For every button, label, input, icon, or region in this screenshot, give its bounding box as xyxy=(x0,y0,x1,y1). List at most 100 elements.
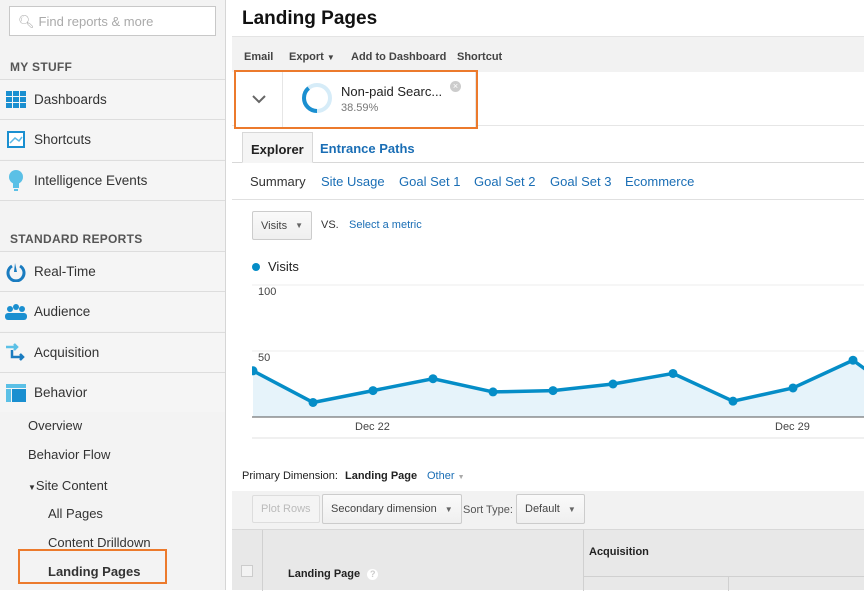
page-title: Landing Pages xyxy=(242,8,378,29)
lightbulb-icon xyxy=(5,169,27,192)
highlight-box xyxy=(18,549,167,584)
shortcut-icon xyxy=(5,129,27,151)
caret-down-icon: ▼ xyxy=(326,53,335,62)
shortcut-button[interactable]: Shortcut xyxy=(457,51,503,63)
search-input[interactable]: 🔍︎ Find reports & more xyxy=(9,6,216,36)
sidebar-item-landing-pages[interactable]: Landing Pages xyxy=(48,564,141,579)
sidebar-item-site-content[interactable]: ▼Site Content xyxy=(28,478,107,493)
sidebar-item-label: Behavior xyxy=(34,385,88,400)
sidebar-item-audience[interactable]: Audience xyxy=(0,291,225,331)
other-dimension-dropdown[interactable]: Other ▼ xyxy=(427,470,465,482)
sidebar-item-real-time[interactable]: Real-Time xyxy=(0,251,225,291)
data-point xyxy=(368,386,378,396)
select-all-checkbox[interactable] xyxy=(241,565,253,577)
acquisition-icon xyxy=(5,342,27,364)
data-point xyxy=(488,387,498,397)
sidebar-item-label: Dashboards xyxy=(34,92,107,107)
divider xyxy=(475,72,476,127)
tab-entrance-paths[interactable]: Entrance Paths xyxy=(320,141,415,156)
other-label: Other xyxy=(427,470,455,482)
subtab-ecommerce[interactable]: Ecommerce xyxy=(625,174,695,189)
export-button[interactable]: Export ▼ xyxy=(289,51,335,63)
subtab-summary[interactable]: Summary xyxy=(250,174,306,189)
subtab-site-usage[interactable]: Site Usage xyxy=(321,174,385,189)
sidebar-item-acquisition[interactable]: Acquisition xyxy=(0,332,225,372)
data-point xyxy=(728,396,738,406)
divider xyxy=(0,200,225,202)
report-tabs: Explorer Entrance Paths xyxy=(232,132,864,163)
segment-expand-chevron-icon[interactable] xyxy=(236,72,283,127)
legend-dot-icon xyxy=(252,263,260,271)
add-to-dashboard-button[interactable]: Add to Dashboard xyxy=(351,51,447,63)
remove-segment-icon[interactable]: × xyxy=(450,81,461,92)
visits-chart xyxy=(252,284,864,439)
data-point xyxy=(308,397,318,407)
search-icon: 🔍︎ xyxy=(18,14,35,29)
x-tick-label: Dec 22 xyxy=(355,421,390,433)
vs-label: VS. xyxy=(321,219,339,231)
segment-panel: Non-paid Searc... 38.59% × xyxy=(234,70,478,129)
table-area: Plot Rows Secondary dimension ▼ Sort Type… xyxy=(232,491,864,591)
sidebar-item-dashboards[interactable]: Dashboards xyxy=(0,79,225,119)
segment-name[interactable]: Non-paid Searc... xyxy=(341,84,443,99)
dashboard-grid-icon xyxy=(5,89,27,111)
sort-type-value: Default xyxy=(525,503,560,515)
sidebar-item-overview[interactable]: Overview xyxy=(28,418,83,433)
sidebar-item-behavior-flow[interactable]: Behavior Flow xyxy=(28,447,111,462)
column-group-acquisition: Acquisition xyxy=(589,546,649,558)
help-icon[interactable]: ? xyxy=(367,569,379,580)
caret-down-icon: ▼ xyxy=(28,483,36,492)
y-tick-label: 100 xyxy=(258,286,277,298)
series-line xyxy=(252,358,864,405)
subtab-goal-set-1[interactable]: Goal Set 1 xyxy=(399,174,461,189)
sidebar-item-behavior[interactable]: Behavior xyxy=(0,372,225,412)
sidebar-item-label: Site Content xyxy=(35,478,108,493)
table-header: Landing Page ? Acquisition xyxy=(232,529,864,591)
sidebar-item-label: Audience xyxy=(34,304,91,319)
data-point xyxy=(548,386,558,396)
segment-donut-icon xyxy=(302,83,332,113)
select-metric-link[interactable]: Select a metric xyxy=(349,219,422,231)
plot-rows-button[interactable]: Plot Rows xyxy=(252,495,320,523)
x-tick-label: Dec 29 xyxy=(775,421,810,433)
data-point xyxy=(788,383,798,393)
sort-type-select[interactable]: Default ▼ xyxy=(516,494,585,524)
sidebar-item-content-drilldown[interactable]: Content Drilldown xyxy=(48,535,151,550)
secondary-dimension-label: Secondary dimension xyxy=(331,503,437,515)
column-header-landing-page[interactable]: Landing Page ? xyxy=(288,568,379,580)
data-point xyxy=(668,368,678,378)
tab-explorer[interactable]: Explorer xyxy=(242,132,313,163)
sidebar-item-shortcuts[interactable]: Shortcuts xyxy=(0,119,225,159)
email-button[interactable]: Email xyxy=(244,51,274,63)
caret-down-icon: ▼ xyxy=(567,504,576,514)
select-column xyxy=(232,530,263,591)
main-content: Landing Pages Email Export ▼ Add to Dash… xyxy=(232,0,864,591)
audience-icon xyxy=(5,301,27,323)
sidebar-item-all-pages[interactable]: All Pages xyxy=(48,506,103,521)
primary-dimension-value[interactable]: Landing Page xyxy=(345,470,418,482)
secondary-dimension-select[interactable]: Secondary dimension ▼ xyxy=(322,494,462,524)
sidebar-item-intelligence-events[interactable]: Intelligence Events xyxy=(0,160,225,200)
primary-dimension-label: Primary Dimension: xyxy=(242,470,338,482)
legend-label: Visits xyxy=(268,259,299,274)
divider xyxy=(232,199,864,200)
search-placeholder: Find reports & more xyxy=(38,14,154,29)
y-tick-label: 50 xyxy=(258,352,271,364)
metric-select[interactable]: Visits ▼ xyxy=(252,211,313,240)
subtab-goal-set-3[interactable]: Goal Set 3 xyxy=(550,174,612,189)
sort-type-label: Sort Type: xyxy=(463,504,513,516)
realtime-icon xyxy=(5,261,27,283)
divider xyxy=(728,576,729,591)
data-point xyxy=(848,355,858,365)
subtab-goal-set-2[interactable]: Goal Set 2 xyxy=(474,174,536,189)
divider xyxy=(583,576,864,577)
segment-bar xyxy=(232,72,864,126)
metric-select-value: Visits xyxy=(261,219,288,232)
caret-down-icon: ▼ xyxy=(444,504,453,514)
sidebar-item-label: Shortcuts xyxy=(34,132,92,147)
chart-legend: Visits xyxy=(252,259,299,274)
sidebar-item-label: Acquisition xyxy=(34,345,100,360)
section-my-stuff: MY STUFF xyxy=(10,60,73,74)
caret-down-icon: ▼ xyxy=(457,474,465,481)
sidebar-item-label: Intelligence Events xyxy=(34,173,148,188)
